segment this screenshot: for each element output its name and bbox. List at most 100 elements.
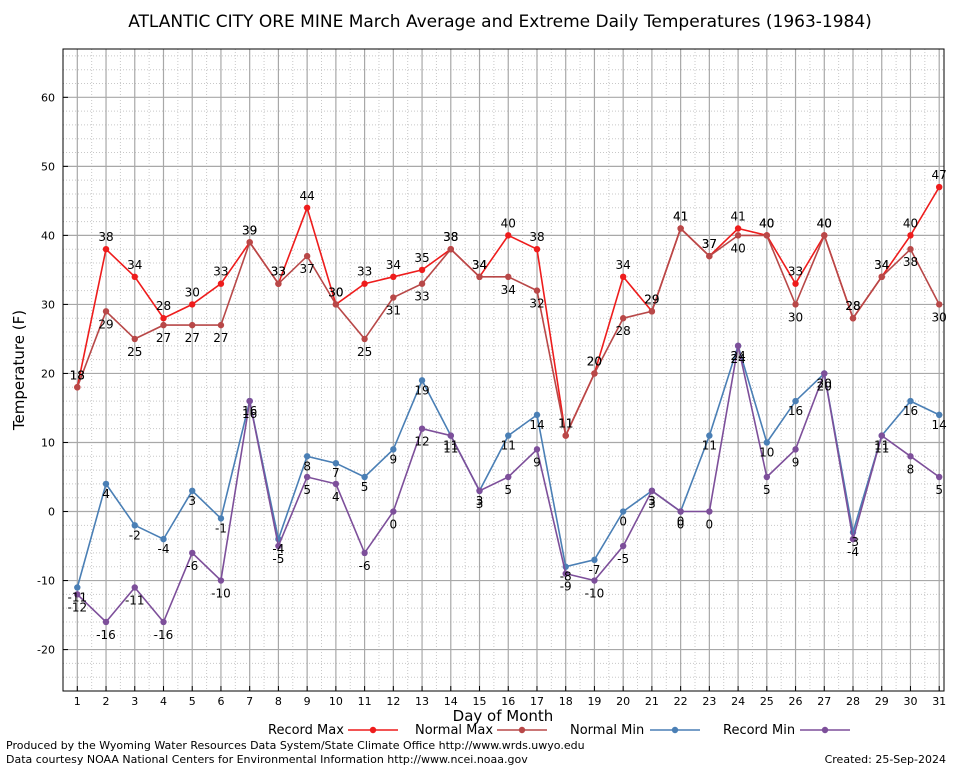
- record-max-data-label: 47: [932, 168, 947, 182]
- normal-min-point: [189, 487, 196, 495]
- normal-max-point: [74, 384, 81, 391]
- record-min-point: [303, 473, 311, 481]
- record-max-data-label: 11: [558, 417, 573, 431]
- record-min-point: [677, 508, 684, 515]
- record-min-point: [476, 487, 483, 495]
- normal-max-data-label: 28: [845, 299, 860, 313]
- record-min-data-label: 9: [792, 455, 800, 469]
- normal-max-point: [476, 273, 483, 281]
- record-max-point: [390, 273, 397, 281]
- record-max-data-label: 34: [472, 258, 487, 272]
- normal-min-data-label: 11: [501, 439, 516, 453]
- legend-marker-normal-min: [671, 726, 679, 734]
- record-min-point: [160, 618, 167, 626]
- record-max-point: [619, 273, 627, 281]
- y-axis: -20 -10 0 10 20 30 40 50 60: [37, 91, 68, 657]
- record-min-point: [418, 425, 426, 432]
- x-tick-label: 11: [358, 695, 372, 708]
- normal-max-data-label: 31: [386, 304, 401, 318]
- normal-min-data-label: 0: [677, 515, 685, 529]
- normal-max-data-label: 27: [213, 331, 228, 345]
- normal-min-data-label: 4: [102, 487, 110, 501]
- record-max-point: [189, 301, 196, 308]
- normal-max-point: [706, 252, 713, 260]
- record-min-data-label: 8: [907, 462, 915, 476]
- x-tick-label: 3: [131, 695, 138, 708]
- normal-max-point: [275, 280, 282, 287]
- record-min-point: [763, 473, 771, 481]
- normal-max-point: [303, 252, 311, 260]
- normal-min-point: [418, 377, 426, 384]
- record-max-point: [361, 280, 368, 287]
- record-min-data-label: -16: [96, 628, 116, 642]
- record-max-data-label: 40: [817, 216, 832, 230]
- record-max-data-label: 29: [644, 292, 659, 306]
- record-min-data-label: 0: [706, 518, 714, 532]
- normal-min-point: [792, 397, 799, 405]
- record-max-point: [792, 280, 799, 287]
- record-max-data-label: 37: [702, 237, 717, 251]
- record-min-point: [189, 549, 196, 557]
- x-tick-label: 28: [846, 695, 860, 708]
- record-min-point: [361, 549, 368, 557]
- normal-max-data-label: 30: [932, 310, 947, 324]
- series-layer: [74, 183, 943, 626]
- normal-min-data-label: -4: [272, 542, 284, 556]
- record-min-data-label: 11: [874, 442, 889, 456]
- record-min-point: [562, 570, 569, 577]
- normal-max-data-label: 18: [70, 368, 85, 382]
- normal-min-data-label: 14: [529, 418, 544, 432]
- normal-min-point: [160, 535, 167, 543]
- record-min-point: [878, 432, 885, 439]
- normal-min-point: [591, 556, 598, 564]
- y-tick-label: 60: [41, 91, 55, 104]
- x-tick-label: 18: [559, 695, 573, 708]
- normal-max-point: [189, 321, 196, 329]
- record-min-data-label: -11: [125, 593, 145, 607]
- record-min-data-label: -5: [272, 552, 284, 566]
- record-min-point: [533, 446, 541, 453]
- normal-max-point: [102, 308, 110, 315]
- normal-min-point: [303, 453, 311, 460]
- normal-max-point: [821, 232, 828, 239]
- normal-max-point: [763, 232, 771, 239]
- record-max-data-label: 34: [386, 258, 401, 272]
- record-max-point: [907, 232, 914, 239]
- x-tick-label: 15: [473, 695, 487, 708]
- normal-max-data-label: 29: [98, 317, 113, 331]
- normal-min-point: [533, 411, 541, 419]
- normal-min-data-label: 16: [242, 404, 257, 418]
- normal-max-point: [677, 225, 684, 232]
- normal-min-data-label: 16: [788, 404, 803, 418]
- normal-max-data-label: 34: [874, 258, 889, 272]
- minor-grid: [63, 49, 944, 692]
- record-min-data-label: 5: [504, 483, 512, 497]
- normal-max-data-label: 33: [414, 290, 429, 304]
- record-min-point: [275, 542, 282, 550]
- normal-min-point: [332, 459, 340, 467]
- record-max-point: [303, 204, 311, 211]
- normal-min-point: [907, 397, 914, 405]
- record-min-data-label: 5: [303, 483, 311, 497]
- x-tick-label: 14: [444, 695, 458, 708]
- record-min-point: [619, 542, 627, 550]
- record-min-data-label: -4: [847, 545, 859, 559]
- record-min-point: [131, 584, 138, 591]
- record-max-point: [102, 245, 110, 253]
- normal-max-data-label: 11: [558, 417, 573, 431]
- normal-max-data-label: 40: [759, 216, 774, 230]
- normal-max-point: [447, 245, 454, 253]
- x-tick-label: 4: [160, 695, 167, 708]
- normal-min-data-label: 11: [874, 439, 889, 453]
- normal-max-point: [390, 294, 397, 301]
- major-grid: [63, 49, 944, 691]
- record-min-data-label: 5: [763, 483, 771, 497]
- record-max-point: [418, 266, 426, 274]
- record-min-data-label: -9: [560, 580, 572, 594]
- record-min-data-label: 3: [476, 497, 484, 511]
- normal-max-data-label: 29: [644, 292, 659, 306]
- normal-min-data-label: 11: [443, 439, 458, 453]
- normal-max-data-label: 27: [185, 331, 200, 345]
- x-tick-label: 5: [189, 695, 196, 708]
